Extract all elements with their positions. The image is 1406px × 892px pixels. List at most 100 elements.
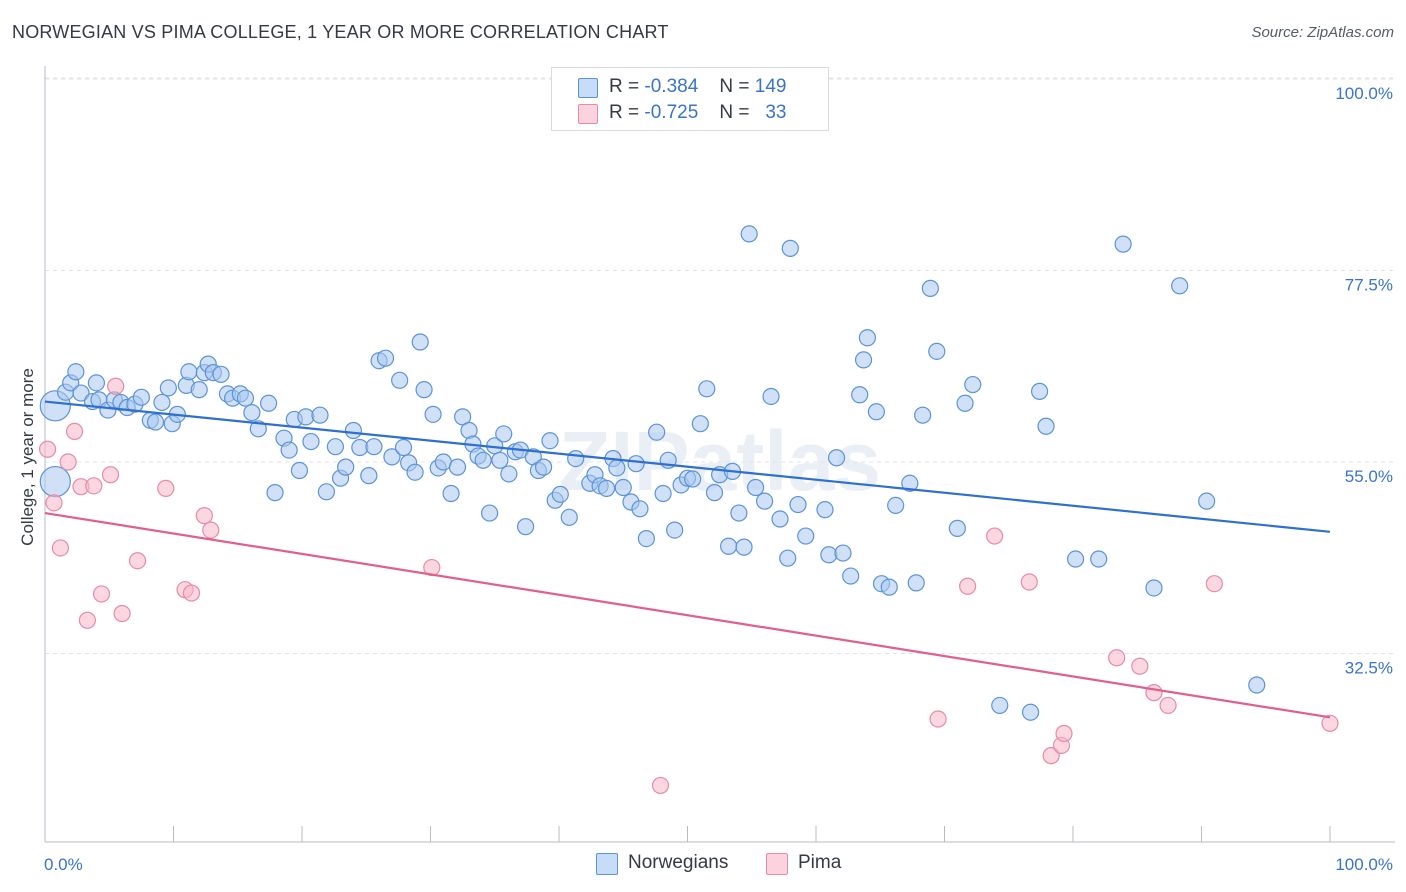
r-value: -0.725 — [644, 102, 699, 123]
norwegians-point — [887, 496, 905, 515]
norwegians-point — [297, 408, 315, 426]
norwegians-point — [406, 463, 424, 481]
norwegians-point — [597, 479, 616, 497]
norwegians-point — [481, 504, 499, 522]
norwegians-point — [249, 420, 267, 438]
norwegians-point — [627, 455, 645, 473]
correlation-legend: R = -0.384 N = 149 R = -0.725 N = 33 — [551, 67, 829, 131]
pima-point — [1205, 575, 1223, 593]
pima-point — [1131, 657, 1149, 675]
pima-point — [1055, 724, 1073, 743]
norwegians-point — [666, 521, 684, 539]
r-value: -0.384 — [644, 76, 699, 97]
x-tick-label: 0.0% — [44, 855, 83, 874]
pima-point — [92, 585, 111, 603]
norwegians-trend-line — [44, 400, 1331, 533]
pima-point — [1042, 747, 1060, 765]
pima-point — [1020, 573, 1038, 591]
norwegians-point — [551, 485, 569, 503]
norwegians-point — [608, 459, 626, 477]
norwegians-point — [1198, 492, 1216, 510]
norwegians-point — [705, 484, 724, 502]
norwegians-point — [720, 537, 738, 555]
norwegians-point — [691, 415, 709, 433]
norwegians-point — [907, 574, 925, 592]
norwegians-point — [411, 333, 429, 351]
pima-point — [78, 611, 97, 629]
norwegians-point — [740, 225, 758, 243]
norwegians-point — [495, 425, 513, 443]
pima-point — [1145, 684, 1163, 702]
norwegians-point — [567, 449, 585, 468]
norwegians-point — [684, 470, 702, 488]
x-tick-label: 100.0% — [1335, 855, 1393, 874]
pima-point — [1108, 649, 1126, 667]
pima-trend-line — [44, 511, 1331, 719]
norwegians-point — [311, 406, 329, 424]
norwegians-point — [781, 239, 799, 257]
norwegians-point — [159, 379, 177, 397]
pima-point — [113, 604, 131, 623]
norwegians-point — [637, 529, 655, 548]
pima-point — [157, 479, 175, 497]
norwegians-point — [921, 279, 939, 297]
norwegians-point — [317, 483, 336, 501]
norwegians-point — [266, 484, 284, 502]
norwegians-point — [500, 465, 518, 483]
pima-point — [651, 776, 670, 795]
norwegians-point — [391, 371, 409, 389]
y-tick-label: 100.0% — [1335, 84, 1393, 103]
norwegians-point — [956, 394, 974, 412]
pima-point — [101, 466, 120, 484]
norwegians-point — [1066, 550, 1085, 568]
norwegians-point — [854, 351, 873, 369]
norwegians-point — [648, 423, 666, 441]
norwegians-point — [516, 518, 535, 536]
norwegians-point — [190, 381, 208, 399]
n-value: 33 — [765, 102, 787, 123]
norwegians-point — [448, 458, 467, 476]
norwegians-point — [834, 544, 852, 562]
chart-title: NORWEGIAN VS PIMA COLLEGE, 1 YEAR OR MOR… — [12, 22, 669, 42]
pima-point — [107, 377, 125, 395]
norwegians-point — [820, 546, 838, 564]
norwegians-point — [735, 538, 753, 556]
norwegians-point — [914, 406, 932, 424]
norwegians-point — [1037, 417, 1055, 435]
pima-legend-label: Pima — [798, 852, 842, 873]
norwegians-point — [491, 451, 509, 469]
pima-point — [128, 552, 147, 570]
norwegians-point — [180, 363, 198, 381]
norwegians-point — [259, 394, 278, 412]
norwegians-point — [948, 519, 966, 537]
pima-points — [38, 377, 1339, 795]
norwegians-point — [326, 438, 345, 456]
r-label: R = — [609, 76, 640, 97]
pima-point — [1159, 696, 1177, 715]
gridlines — [45, 77, 1395, 654]
norwegians-point — [1145, 579, 1163, 597]
pima-point — [195, 507, 213, 525]
norwegians-point — [614, 478, 632, 497]
norwegians-point — [337, 458, 355, 476]
norwegians-point — [67, 363, 85, 381]
norwegians-point — [560, 508, 578, 526]
y-tick-labels: 32.5% 55.0% 77.5% 100.0% — [1335, 84, 1393, 678]
pima-point — [182, 584, 201, 602]
norwegians-point — [1248, 676, 1266, 694]
norwegians-point — [1171, 277, 1189, 295]
norwegians-point — [730, 504, 748, 522]
norwegians-point — [762, 387, 780, 406]
norwegians-point — [789, 495, 807, 514]
norwegians-point — [851, 386, 869, 404]
norwegians-point — [867, 403, 885, 421]
pima-legend-swatch — [766, 853, 788, 875]
norwegians-point — [280, 441, 298, 459]
norwegians-point — [1114, 235, 1132, 253]
norwegians-point — [376, 349, 395, 367]
pima-point — [65, 422, 84, 440]
norwegians-point — [383, 448, 401, 466]
norwegians-point — [365, 438, 383, 456]
norwegians-point — [243, 404, 261, 422]
norwegians-point — [87, 374, 106, 392]
